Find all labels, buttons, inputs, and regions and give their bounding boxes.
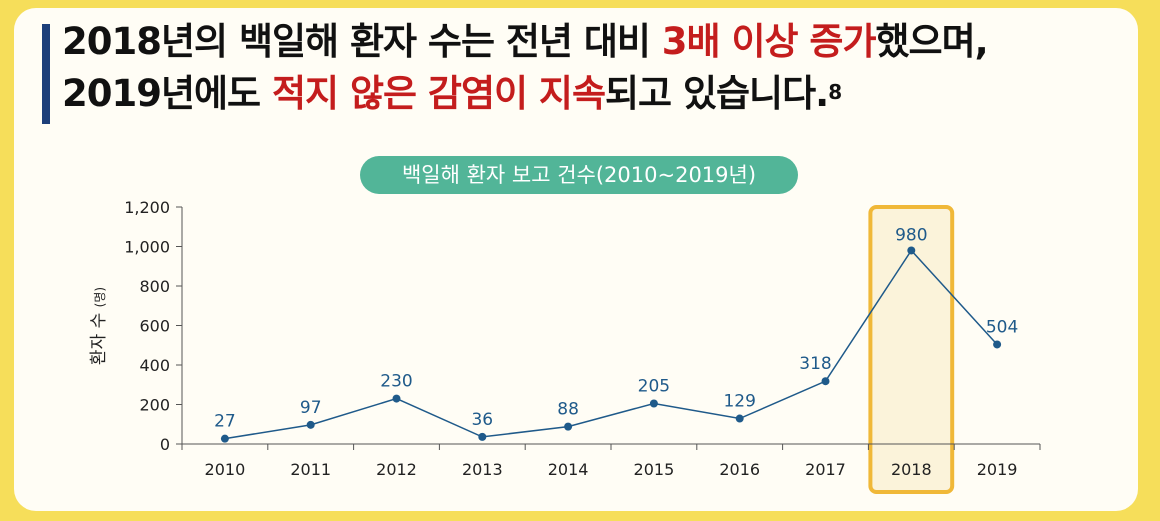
y-tick-label-4: 800 xyxy=(139,277,170,296)
data-label-2018: 980 xyxy=(895,225,927,245)
data-label-2019: 504 xyxy=(986,317,1018,337)
headline-line2-part-a: 2019년에도 xyxy=(62,72,272,115)
data-point-2014 xyxy=(564,422,573,431)
y-tick-label-5: 1,000 xyxy=(124,238,170,257)
data-point-2010 xyxy=(220,434,229,443)
x-tick-label-2016: 2016 xyxy=(719,460,760,479)
headline-accent-bar xyxy=(42,24,50,124)
y-tick-label-1: 200 xyxy=(139,396,170,415)
x-tick-label-2017: 2017 xyxy=(805,460,846,479)
data-label-2010: 27 xyxy=(214,412,236,432)
y-tick-label-2: 400 xyxy=(139,356,170,375)
y-tick-label-6: 1,200 xyxy=(124,198,170,217)
y-axis-label-unit: (명) xyxy=(93,287,107,307)
headline-line1-part-a: 2018년의 백일해 환자 수는 전년 대비 xyxy=(62,20,662,63)
headline: 2018년의 백일해 환자 수는 전년 대비 3배 이상 증가했으며, 2019… xyxy=(62,16,1122,120)
headline-line-1: 2018년의 백일해 환자 수는 전년 대비 3배 이상 증가했으며, xyxy=(62,16,1122,68)
data-label-2015: 205 xyxy=(638,377,670,397)
data-point-2016 xyxy=(735,414,744,423)
highlight-box-2018 xyxy=(868,205,955,494)
data-point-2018 xyxy=(907,246,916,255)
data-point-2015 xyxy=(649,399,658,408)
headline-line1-part-c: 했으며, xyxy=(875,20,989,63)
data-point-2011 xyxy=(306,420,315,429)
data-point-2017 xyxy=(821,377,830,386)
headline-line-2: 2019년에도 적지 않은 감염이 지속되고 있습니다.8 xyxy=(62,68,1122,120)
x-tick-label-2014: 2014 xyxy=(548,460,589,479)
x-tick-label-2019: 2019 xyxy=(977,460,1018,479)
x-tick-label-2015: 2015 xyxy=(634,460,675,479)
data-point-2013 xyxy=(478,432,487,441)
data-label-2016: 129 xyxy=(723,392,755,412)
x-tick-label-2010: 2010 xyxy=(205,460,246,479)
headline-line2-highlight: 적지 않은 감염이 지속 xyxy=(271,72,606,115)
data-label-2014: 88 xyxy=(557,400,579,420)
series-line xyxy=(224,249,998,440)
data-label-2011: 97 xyxy=(300,398,322,418)
y-tick-label-0: 0 xyxy=(160,435,170,454)
chart-title: 백일해 환자 보고 건수(2010~2019년) xyxy=(360,156,798,194)
x-tick-label-2011: 2011 xyxy=(290,460,331,479)
data-point-2019 xyxy=(993,340,1002,349)
x-tick-label-2012: 2012 xyxy=(376,460,417,479)
x-tick-label-2018: 2018 xyxy=(891,460,932,479)
data-label-2013: 36 xyxy=(471,410,493,430)
y-tick-label-3: 600 xyxy=(139,317,170,336)
y-axis-label: 환자 수 (명) xyxy=(89,287,109,365)
data-point-2012 xyxy=(392,394,401,403)
y-axis-label-text: 환자 수 xyxy=(89,307,109,365)
footnote-marker: 8 xyxy=(828,80,842,104)
data-label-2012: 230 xyxy=(380,372,412,392)
headline-line1-highlight: 3배 이상 증가 xyxy=(661,20,877,63)
data-label-2017: 318 xyxy=(799,354,831,374)
headline-line2-part-c: 되고 있습니다. xyxy=(605,72,829,115)
x-tick-label-2013: 2013 xyxy=(462,460,503,479)
